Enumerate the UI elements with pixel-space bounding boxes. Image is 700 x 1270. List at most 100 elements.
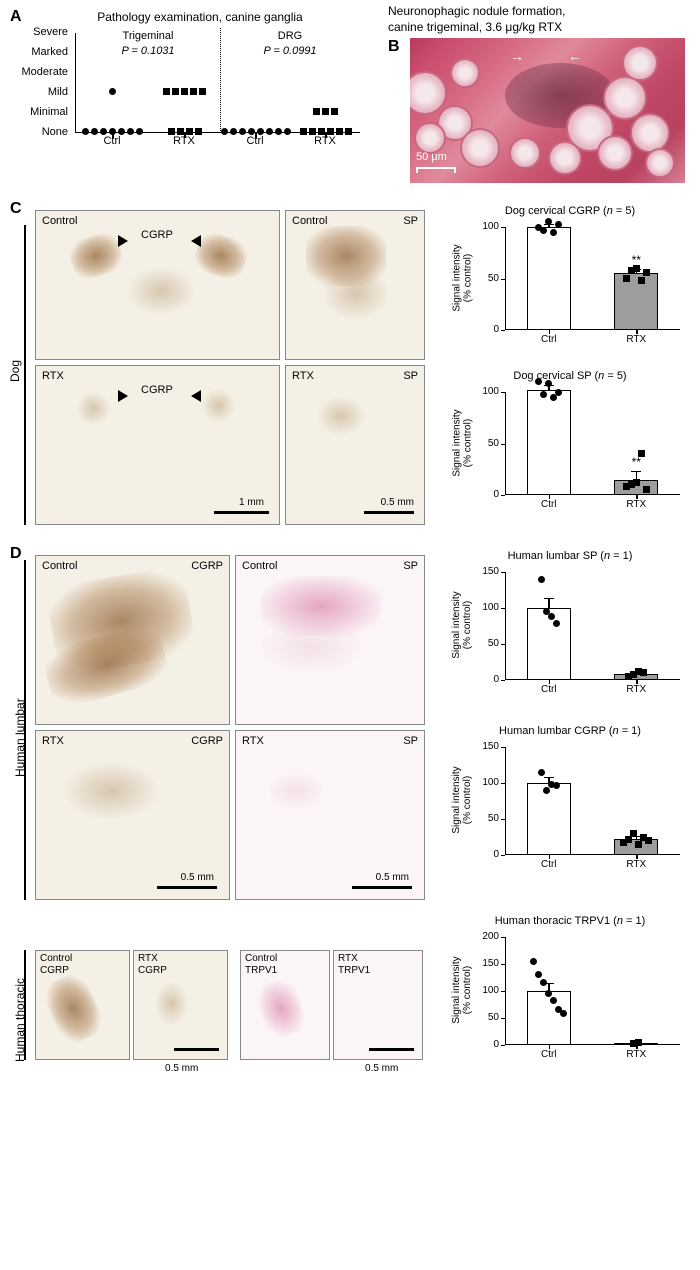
ihc-row-label: RTX xyxy=(42,735,64,747)
chart-bar xyxy=(527,390,571,495)
histology-cell xyxy=(410,71,447,115)
chart-xlabel: RTX xyxy=(611,1049,661,1060)
dotplot-point xyxy=(284,128,291,135)
scalebar-label: 50 μm xyxy=(416,151,447,163)
chart-human-thoracic-trpv1: Human thoracic TRPV1 (n = 1)050100150200… xyxy=(450,915,690,1070)
histology-cell xyxy=(597,135,633,171)
stain-region xyxy=(126,266,196,316)
chart-datapoint xyxy=(548,613,555,620)
histology-cell xyxy=(460,128,500,168)
scalebar xyxy=(364,511,414,514)
ihc-human-lumbar-control-cgrp: Control CGRP xyxy=(35,555,230,725)
ihc-human-lumbar-control-sp: Control SP xyxy=(235,555,425,725)
dotplot-ylabel: Minimal xyxy=(13,106,68,118)
ihc-row-label: RTX xyxy=(42,370,64,382)
chart-datapoint xyxy=(535,378,542,385)
panel-b-histology: → ← 50 μm xyxy=(410,38,685,183)
chart-datapoint xyxy=(538,769,545,776)
chart-xlabel: Ctrl xyxy=(524,499,574,510)
scalebar xyxy=(352,886,412,889)
chart-bar xyxy=(527,227,571,330)
chart-ytick xyxy=(501,644,505,645)
dotplot-point xyxy=(221,128,228,135)
dotplot-point xyxy=(230,128,237,135)
ihc-stain-label: SP xyxy=(403,370,418,382)
ihc-stain-label: SP xyxy=(403,735,418,747)
chart-datapoint xyxy=(540,227,547,234)
chart-ytick xyxy=(501,783,505,784)
chart-human-lumbar-cgrp: Human lumbar CGRP (n = 1)050100150Signal… xyxy=(450,725,690,880)
chart-xlabel: Ctrl xyxy=(524,684,574,695)
dotplot-point xyxy=(345,128,352,135)
chart-ytick xyxy=(501,227,505,228)
ihc-row-label: Control xyxy=(242,560,277,572)
panel-d-label: D xyxy=(10,545,22,563)
ihc-stain-label: SP xyxy=(403,560,418,572)
ihc-row-label: Control xyxy=(42,215,77,227)
chart-ytick xyxy=(501,680,505,681)
ihc-dog-control-cgrp: Control CGRP xyxy=(35,210,280,360)
stain-region xyxy=(76,391,111,426)
arrowhead-icon xyxy=(118,390,128,402)
histology-cell xyxy=(630,113,670,153)
dotplot-point xyxy=(168,128,175,135)
chart-ylabel: Signal intensity(% control) xyxy=(451,226,473,329)
dotplot-point xyxy=(109,88,116,95)
ihc-stain-label: CGRP xyxy=(141,384,173,396)
ihc-human-thoracic-rtx-cgrp: RTX CGRP xyxy=(133,950,228,1060)
chart-xlabel: Ctrl xyxy=(524,1049,574,1060)
scalebar xyxy=(416,167,456,173)
chart-errorcap xyxy=(544,777,554,778)
chart-xlabel: RTX xyxy=(611,684,661,695)
chart-xlabel: Ctrl xyxy=(524,859,574,870)
chart-datapoint xyxy=(643,269,650,276)
ihc-row-label: Control xyxy=(40,953,72,964)
panel-b-label: B xyxy=(388,38,400,56)
chart-human-lumbar-sp: Human lumbar SP (n = 1)050100150Signal i… xyxy=(450,550,690,705)
dotplot-ylabel: Mild xyxy=(13,86,68,98)
chart-ytick xyxy=(501,937,505,938)
scalebar-label: 0.5 mm xyxy=(365,1063,398,1074)
chart-xlabel: RTX xyxy=(611,334,661,345)
arrow-icon: ← xyxy=(568,48,582,64)
dotplot-xtick xyxy=(255,133,257,138)
chart-datapoint xyxy=(545,380,552,387)
ihc-human-thoracic-control-cgrp: Control CGRP xyxy=(35,950,130,1060)
dotplot-point xyxy=(172,88,179,95)
dotplot-point xyxy=(275,128,282,135)
chart-xtick xyxy=(636,495,638,499)
scalebar xyxy=(157,886,217,889)
dotplot-pvalue: P = 0.1031 xyxy=(76,45,220,57)
chart-significance: ** xyxy=(621,253,651,267)
dotplot-xtick xyxy=(184,133,186,138)
ihc-stain-label: TRPV1 xyxy=(245,965,277,976)
chart-datapoint xyxy=(550,229,557,236)
chart-xlabel: RTX xyxy=(611,499,661,510)
scalebar-label: 0.5 mm xyxy=(181,872,214,883)
dotplot-point xyxy=(100,128,107,135)
histology-cell xyxy=(450,58,480,88)
dotplot-point xyxy=(248,128,255,135)
scalebar xyxy=(214,511,269,514)
panel-d-side-line-1 xyxy=(24,560,26,900)
chart-ytick xyxy=(501,444,505,445)
histology-cell xyxy=(548,141,582,175)
chart-ylabel: Signal intensity(% control) xyxy=(451,571,473,679)
chart-xtick xyxy=(636,855,638,859)
histology-cell xyxy=(414,122,446,154)
ihc-stain-label: CGRP xyxy=(40,965,69,976)
panel-a-title: Pathology examination, canine ganglia xyxy=(55,10,345,24)
chart-errorbar xyxy=(548,598,550,608)
scalebar-label: 0.5 mm xyxy=(165,1063,198,1074)
chart-ytick xyxy=(501,572,505,573)
histology-cell xyxy=(603,76,647,120)
chart-ytick xyxy=(501,330,505,331)
dotplot-point xyxy=(177,128,184,135)
chart-ytick xyxy=(501,747,505,748)
histology-cell xyxy=(622,45,658,81)
chart-xlabel: Ctrl xyxy=(524,334,574,345)
chart-title: Dog cervical CGRP (n = 5) xyxy=(450,205,690,217)
panel-d-side-line-2 xyxy=(24,950,26,1060)
scalebar-label: 0.5 mm xyxy=(381,497,414,508)
dotplot-point xyxy=(199,88,206,95)
